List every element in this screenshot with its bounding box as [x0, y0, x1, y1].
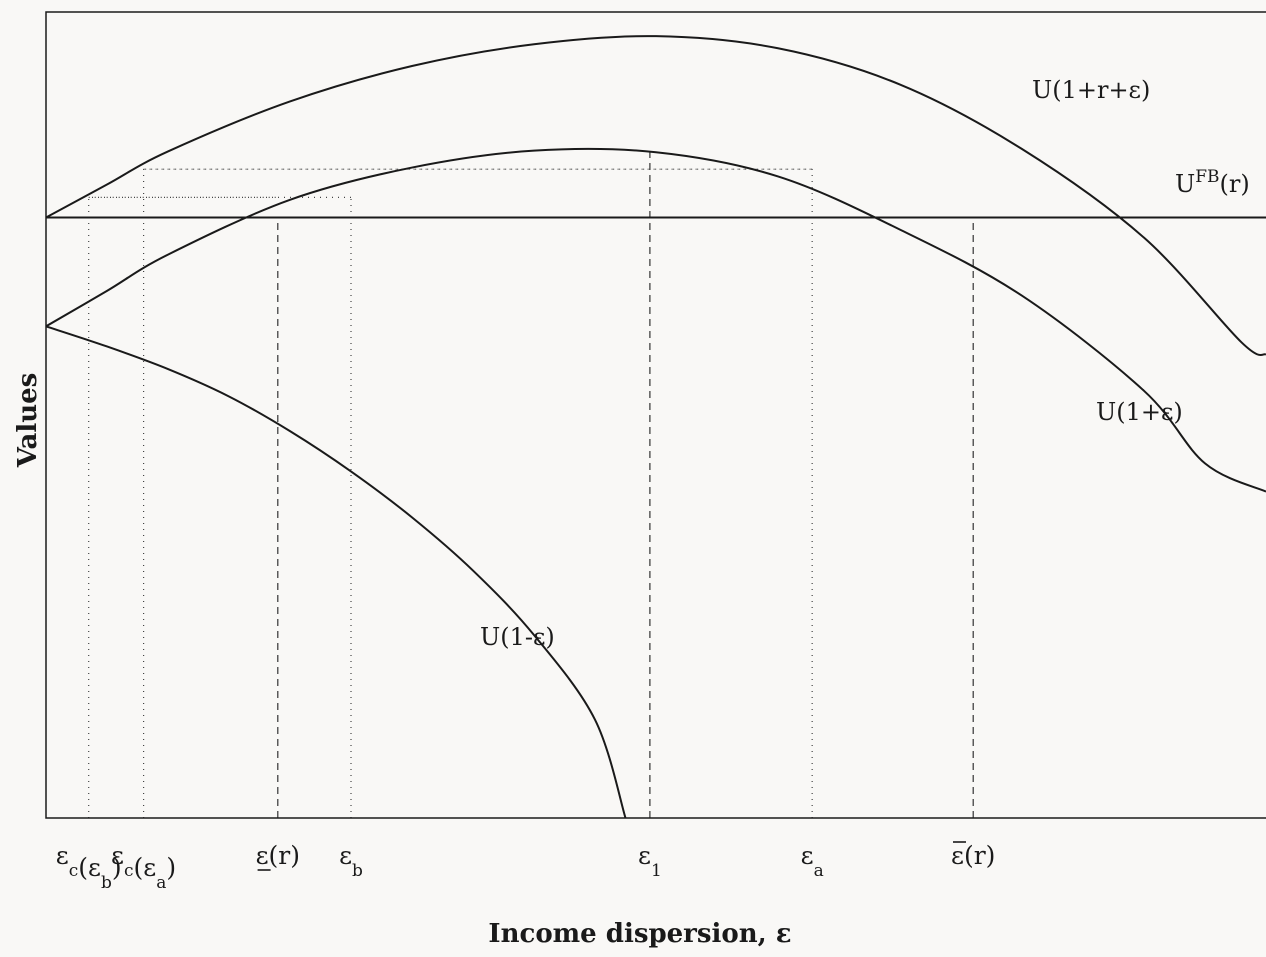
x-tick-label: ε1: [638, 841, 662, 881]
x-tick-label: εc(εa): [111, 841, 176, 893]
series-label-1: U(1+ε): [1096, 398, 1183, 426]
labels: U(1+r+ε) U(1+ε) U(1-ε) UFB(r) εc(εb)εc(εa) ε(…: [56, 76, 1250, 893]
x-tick-label: ε(r): [256, 841, 300, 870]
series-line-2: [46, 325, 627, 818]
x-tick-label: ε(r): [951, 841, 995, 870]
series-label-3: UFB(r): [1175, 167, 1250, 198]
series-label-0: U(1+r+ε): [1032, 76, 1150, 104]
plot-frame: [45, 11, 1266, 819]
y-axis-title: Values: [13, 373, 43, 469]
x-tick-label: εb: [339, 841, 363, 881]
series-line-1: [46, 147, 1266, 493]
plot-area: [45, 11, 1266, 819]
x-axis-title: Income dispersion, ε: [488, 919, 791, 949]
x-tick-label: εc(εb): [56, 841, 122, 893]
series-line-0: [46, 35, 1266, 357]
series-label-2: U(1-ε): [480, 623, 555, 651]
x-tick-label: εa: [801, 841, 824, 881]
